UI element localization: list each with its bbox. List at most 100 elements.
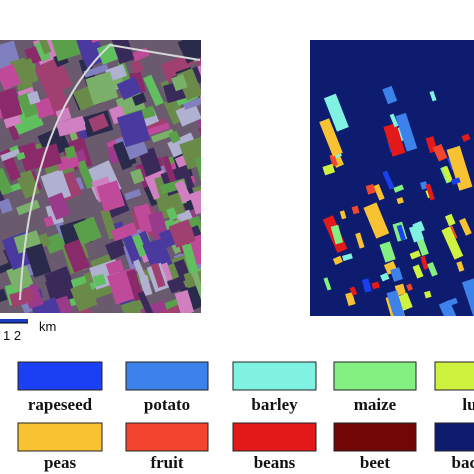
field-patch bbox=[189, 189, 201, 215]
legend-label: potato bbox=[144, 395, 190, 414]
field-patch bbox=[70, 281, 98, 312]
classified-field bbox=[395, 112, 418, 152]
classified-field bbox=[379, 241, 396, 263]
classified-field bbox=[396, 197, 404, 205]
legend-label: fruit bbox=[150, 453, 183, 472]
legend-swatch bbox=[434, 361, 474, 391]
classified-field bbox=[396, 224, 406, 241]
legend-swatch bbox=[17, 422, 103, 452]
field-patch bbox=[137, 291, 156, 313]
classified-field bbox=[406, 283, 414, 292]
field-patch bbox=[160, 262, 173, 282]
field-patch bbox=[116, 110, 151, 148]
classified-field bbox=[332, 255, 343, 265]
field-patch bbox=[34, 56, 73, 97]
classified-field bbox=[441, 226, 464, 260]
field-patch bbox=[129, 168, 145, 185]
field-patch bbox=[168, 130, 181, 144]
field-patch bbox=[0, 288, 8, 304]
legend-swatch bbox=[434, 422, 474, 452]
field-patch bbox=[131, 92, 147, 106]
legend-label: barley bbox=[251, 395, 298, 414]
field-patch bbox=[16, 152, 26, 161]
legend-swatch bbox=[125, 361, 209, 391]
field-patch bbox=[198, 88, 201, 120]
classified-field bbox=[420, 255, 429, 270]
classified-field bbox=[323, 277, 332, 291]
classified-field bbox=[444, 213, 456, 227]
classified-field bbox=[322, 163, 336, 176]
field-patch bbox=[139, 274, 153, 297]
field-patch bbox=[138, 230, 156, 258]
field-patch bbox=[96, 42, 119, 65]
field-patch bbox=[133, 203, 156, 235]
field-patch bbox=[63, 239, 91, 273]
classified-field bbox=[459, 217, 472, 236]
field-patch bbox=[175, 102, 201, 127]
field-patch bbox=[197, 113, 201, 150]
field-patch bbox=[43, 215, 55, 228]
legend-label: rapeseed bbox=[28, 395, 93, 414]
field-patch bbox=[50, 40, 81, 62]
classified-field bbox=[429, 90, 437, 102]
legend-label: backgr bbox=[452, 453, 474, 472]
classified-field bbox=[461, 133, 471, 142]
field-patch bbox=[76, 160, 95, 189]
field-patch bbox=[200, 49, 201, 69]
satellite-fields bbox=[0, 40, 217, 313]
field-patch bbox=[168, 219, 197, 248]
field-patch bbox=[159, 247, 170, 259]
field-patch bbox=[34, 40, 51, 62]
classified-fields bbox=[319, 85, 474, 316]
classified-field bbox=[351, 205, 360, 215]
classified-field bbox=[323, 93, 349, 132]
legend-swatch bbox=[232, 361, 317, 391]
field-patch bbox=[6, 263, 34, 291]
field-patch bbox=[124, 188, 142, 201]
classified-field bbox=[363, 202, 390, 239]
field-patch bbox=[45, 274, 76, 305]
legend-label: beet bbox=[360, 453, 391, 472]
field-patch bbox=[89, 40, 101, 44]
classified-field bbox=[373, 183, 385, 201]
field-patch bbox=[174, 179, 192, 204]
field-patch bbox=[144, 122, 171, 137]
field-patch bbox=[40, 169, 72, 204]
classified-field bbox=[380, 272, 390, 282]
classified-field bbox=[442, 166, 453, 182]
field-patch bbox=[33, 97, 55, 120]
classified-field bbox=[342, 253, 353, 262]
classified-field bbox=[390, 267, 403, 282]
field-patch bbox=[201, 183, 217, 203]
classified-field bbox=[361, 278, 372, 293]
classified-field bbox=[365, 183, 376, 195]
classified-field bbox=[415, 236, 429, 257]
legend-swatch bbox=[333, 422, 417, 452]
field-border bbox=[19, 43, 201, 301]
classified-field bbox=[397, 292, 413, 311]
field-patch bbox=[56, 115, 87, 137]
field-patch bbox=[174, 289, 195, 313]
classified-field bbox=[319, 118, 343, 157]
field-patch bbox=[177, 40, 201, 64]
field-patch bbox=[78, 306, 92, 313]
field-patch bbox=[143, 74, 164, 107]
legend-swatch bbox=[333, 361, 417, 391]
classified-field bbox=[393, 184, 405, 193]
field-patch bbox=[121, 233, 142, 265]
legend-label: luce bbox=[462, 395, 474, 414]
field-patch bbox=[25, 243, 52, 278]
field-patch bbox=[166, 207, 178, 221]
scale-bar-line bbox=[0, 319, 28, 323]
field-patch bbox=[16, 199, 41, 216]
field-patch bbox=[38, 40, 52, 55]
field-patch bbox=[9, 57, 34, 92]
field-patch bbox=[64, 145, 77, 160]
field-patch bbox=[116, 76, 142, 101]
classified-field bbox=[438, 300, 463, 316]
field-patch bbox=[75, 40, 107, 69]
classified-field bbox=[427, 261, 438, 277]
field-patch bbox=[194, 153, 201, 181]
